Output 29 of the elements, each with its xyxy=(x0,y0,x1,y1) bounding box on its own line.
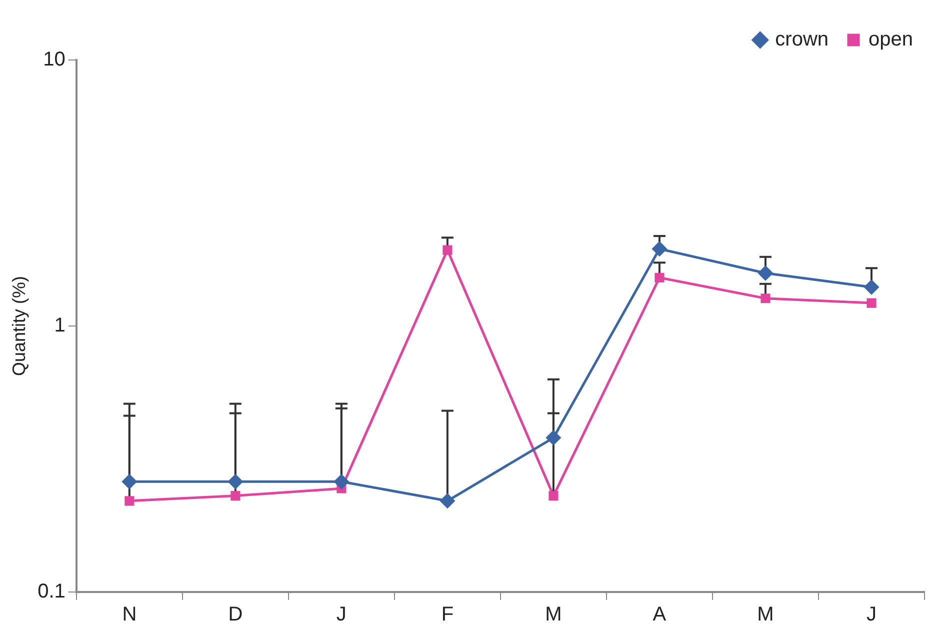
x-tick-label: F xyxy=(441,604,454,626)
x-tick-label: A xyxy=(652,604,667,626)
point xyxy=(864,280,879,294)
point xyxy=(546,430,561,446)
y-tick-label: 1 xyxy=(54,314,66,337)
legend-label: open xyxy=(868,28,914,51)
x-tick-label: N xyxy=(122,604,137,626)
y-tick-label: 0.1 xyxy=(38,580,66,603)
point xyxy=(230,490,240,501)
x-tick-label: D xyxy=(228,604,243,626)
legend-label: crown xyxy=(775,28,829,51)
y-tick-label: 10 xyxy=(43,48,66,71)
point xyxy=(758,266,773,280)
x-tick-label: J xyxy=(336,604,346,626)
point xyxy=(334,474,349,489)
point xyxy=(440,494,455,508)
x-tick-label: M xyxy=(545,604,562,626)
point xyxy=(228,474,243,489)
point xyxy=(442,245,452,255)
point xyxy=(760,294,770,304)
x-tick-label: M xyxy=(757,604,774,626)
point xyxy=(124,496,134,506)
point xyxy=(652,242,667,256)
point xyxy=(548,490,558,501)
point xyxy=(122,474,137,489)
x-tick-label: J xyxy=(866,604,876,626)
point xyxy=(866,298,876,308)
y-axis-title: Quantity (%) xyxy=(8,276,29,376)
point xyxy=(654,272,664,282)
